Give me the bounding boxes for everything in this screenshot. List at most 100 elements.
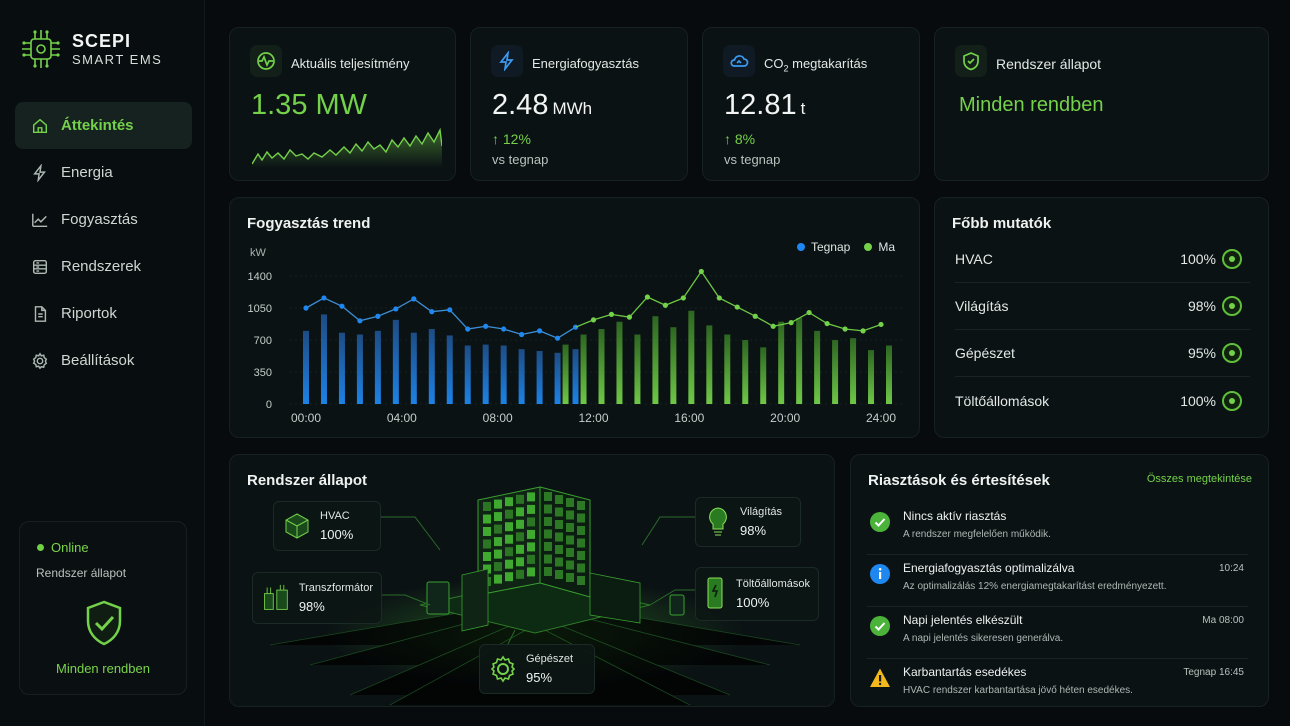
building-window: [516, 494, 524, 504]
kpi-co2-title-pre: CO: [764, 56, 784, 71]
bar-tegnap: [428, 329, 435, 404]
alert-item[interactable]: Karbantartás esedékes HVAC rendszer karb…: [867, 659, 1248, 711]
power-sparkline: [252, 128, 442, 168]
metric-row-gepeszet[interactable]: Gépészet 95%: [955, 330, 1250, 377]
metric-label: Világítás: [955, 298, 1009, 314]
building-window: [483, 502, 491, 511]
server-icon: [32, 259, 48, 274]
point-ma: [716, 295, 722, 301]
y-tick-label: 700: [254, 335, 272, 347]
building-window: [494, 499, 502, 509]
cloud-icon: [730, 55, 749, 67]
status-label: Rendszer állapot: [36, 566, 127, 580]
building-window: [555, 520, 563, 529]
kpi-energy-value: 2.48 MWh: [492, 89, 592, 122]
system-tile-transzformator[interactable]: Transzformátor 98%: [252, 572, 382, 624]
point-tegnap: [393, 306, 399, 312]
alert-item[interactable]: Energiafogyasztás optimalizálva Az optim…: [867, 555, 1248, 607]
bar-tegnap: [356, 334, 363, 404]
system-tile-gepeszet[interactable]: Gépészet 95%: [479, 644, 595, 694]
building-window: [555, 495, 563, 504]
online-label: Online: [51, 540, 89, 555]
sidebar-item-label: Fogyasztás: [61, 211, 138, 228]
line-ma: [575, 270, 882, 332]
building-window: [494, 537, 502, 547]
bar-ma: [868, 350, 875, 404]
sidebar-item-attekintes[interactable]: Áttekintés: [15, 102, 192, 149]
alerts-title: Riasztások és értesítések: [868, 472, 1050, 489]
point-ma: [788, 320, 794, 326]
kpi-power-title: Aktuális teljesítmény: [291, 56, 410, 71]
shield-check-icon: [86, 600, 122, 646]
tile-value: 100%: [320, 527, 354, 542]
legend-item-tegnap[interactable]: Tegnap: [796, 240, 850, 254]
building-window: [566, 548, 574, 557]
kpi-co2-delta: ↑ 8%: [724, 131, 756, 147]
check-circle-icon: [870, 512, 890, 532]
kpi-power-value: 1.35 MW: [251, 89, 368, 121]
online-indicator: Online: [37, 540, 89, 555]
sidebar-nav: Áttekintés Energia Fogyasztás Rendszerek…: [15, 102, 192, 384]
system-tile-hvac[interactable]: HVAC 100%: [273, 501, 381, 551]
bar-ma: [886, 345, 892, 404]
point-ma: [806, 309, 812, 316]
x-tick-label: 08:00: [483, 411, 513, 425]
metric-value: 98%: [1187, 298, 1216, 314]
building-window: [516, 557, 524, 567]
point-ma: [824, 320, 830, 327]
sidebar-item-label: Riportok: [61, 305, 117, 322]
building-window: [505, 547, 513, 557]
point-tegnap: [303, 305, 309, 311]
x-tick-label: 12:00: [578, 411, 608, 425]
charger-icon: [707, 577, 723, 609]
y-tick-label: 0: [266, 399, 272, 411]
alert-item[interactable]: Nincs aktív riasztás A rendszer megfelel…: [867, 503, 1248, 555]
metric-row-hvac[interactable]: HVAC 100%: [955, 236, 1250, 283]
legend-item-ma[interactable]: Ma: [864, 240, 895, 254]
sidebar-item-fogyasztas[interactable]: Fogyasztás: [15, 196, 192, 243]
system-status-card: Rendszer állapot HVAC 100% Transzformátor…: [229, 454, 835, 707]
building-window: [505, 509, 513, 519]
tile-value: 98%: [298, 599, 325, 614]
sidebar-item-rendszerek[interactable]: Rendszerek: [15, 243, 192, 290]
brand-logo[interactable]: SCEPI SMART EMS: [20, 28, 162, 70]
point-tegnap: [429, 309, 435, 315]
point-ma: [626, 314, 633, 320]
building-window: [505, 497, 513, 507]
view-all-alerts-link[interactable]: Összes megtekintése: [1146, 473, 1252, 485]
metric-row-vilagitas[interactable]: Világítás 98%: [955, 283, 1250, 330]
building-window: [516, 507, 524, 517]
building-window: [483, 527, 491, 536]
point-ma: [734, 304, 740, 310]
alert-item[interactable]: Napi jelentés elkészült A napi jelentés …: [867, 607, 1248, 659]
tile-name: HVAC: [320, 510, 350, 522]
alert-time: Ma 08:00: [1202, 615, 1244, 626]
trend-chart-svg: kW 0 350 700 1050 1400 00:00 04:00 08:00 12:00 16:…: [248, 247, 902, 425]
building-window: [516, 544, 524, 554]
bar-ma: [778, 321, 785, 404]
bar-ma: [814, 330, 821, 404]
kpi-status-title: Rendszer állapot: [996, 56, 1102, 72]
metric-row-toltoallomasok[interactable]: Töltőállomások 100%: [955, 377, 1250, 424]
system-tile-vilagitas[interactable]: Világítás 98%: [695, 497, 801, 547]
sidebar-item-riportok[interactable]: Riportok: [15, 290, 192, 337]
point-ma: [878, 321, 884, 328]
sidebar-item-beallitasok[interactable]: Beállítások: [15, 337, 192, 384]
x-tick-label: 24:00: [866, 411, 896, 425]
sidebar-item-energia[interactable]: Energia: [15, 149, 192, 196]
point-tegnap: [447, 307, 453, 313]
building-window: [505, 534, 513, 544]
point-tegnap: [536, 328, 543, 334]
system-tile-toltoallomasok[interactable]: Töltőállomások 100%: [695, 567, 819, 621]
tile-value: 100%: [736, 595, 770, 610]
point-tegnap: [357, 318, 363, 324]
building-window: [577, 501, 585, 510]
building-window: [577, 576, 585, 585]
sidebar-item-label: Beállítások: [61, 352, 135, 369]
building-window: [577, 513, 585, 523]
building-window: [577, 526, 585, 535]
kpi-co2-title: CO2 megtakarítás: [764, 56, 867, 74]
metric-label: Töltőállomások: [955, 392, 1050, 409]
bar-ma: [742, 340, 749, 404]
tile-value: 95%: [526, 670, 553, 685]
